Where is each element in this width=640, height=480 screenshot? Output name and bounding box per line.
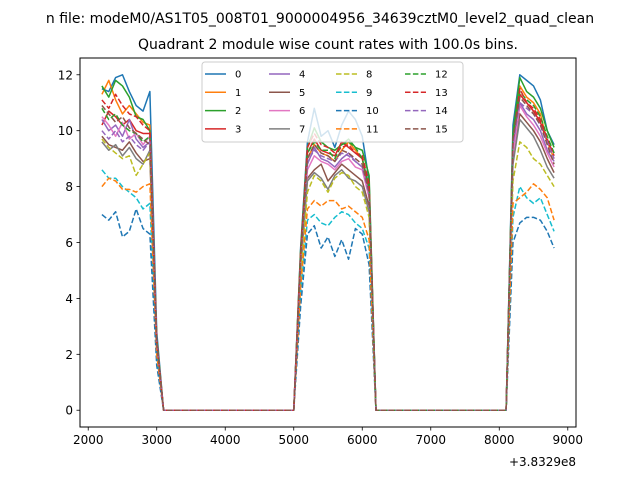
x-axis-offset-label: +3.8329e8 — [509, 455, 576, 469]
legend-label-6: 6 — [299, 106, 305, 117]
series-13-group — [101, 88, 555, 411]
legend-label-2: 2 — [235, 106, 241, 117]
legend-label-15: 15 — [435, 124, 448, 135]
legend-label-4: 4 — [299, 70, 305, 81]
legend-label-3: 3 — [235, 124, 241, 135]
legend-label-7: 7 — [299, 124, 305, 135]
y-tick-label: 4 — [65, 292, 73, 306]
y-tick-label: 10 — [58, 124, 73, 138]
y-tick-label: 0 — [65, 404, 73, 418]
series-11-group — [101, 177, 555, 411]
series-7-group — [101, 118, 555, 411]
series-11-line — [101, 177, 555, 411]
legend-label-12: 12 — [435, 70, 448, 81]
series-8-line — [101, 138, 555, 411]
legend-label-9: 9 — [366, 88, 372, 99]
y-tick-label: 8 — [65, 180, 73, 194]
series-15-line — [101, 96, 555, 411]
x-tick-label: 5000 — [278, 433, 309, 447]
y-tick-label: 6 — [65, 236, 73, 250]
series-15-group — [101, 96, 555, 411]
x-axis: 2000 3000 4000 5000 6000 7000 8000 9000 — [73, 427, 583, 447]
x-tick-label: 7000 — [415, 433, 446, 447]
plot-area — [79, 57, 577, 428]
legend-label-11: 11 — [366, 124, 379, 135]
legend-label-5: 5 — [299, 88, 305, 99]
series-5-line — [101, 113, 555, 411]
series-layer — [101, 74, 555, 411]
series-13-line — [101, 88, 555, 411]
legend-label-10: 10 — [366, 106, 379, 117]
series-14-line — [101, 101, 555, 411]
y-tick-label: 12 — [58, 68, 73, 82]
legend-label-0: 0 — [235, 70, 241, 81]
legend-label-8: 8 — [366, 70, 372, 81]
legend-frame — [201, 61, 464, 143]
chart-title: Quadrant 2 module wise count rates with … — [138, 37, 518, 53]
legend-label-13: 13 — [435, 88, 448, 99]
y-tick-label: 2 — [65, 348, 73, 362]
figure-suptitle: n file: modeM0/AS1T05_008T01_9000004956_… — [46, 11, 594, 27]
x-tick-label: 8000 — [484, 433, 515, 447]
series-5-group — [101, 113, 555, 411]
series-10-group — [101, 208, 555, 411]
x-tick-label: 3000 — [141, 433, 172, 447]
x-tick-label: 2000 — [73, 433, 104, 447]
legend-label-1: 1 — [235, 88, 241, 99]
series-7-line — [101, 118, 555, 411]
series-10-line — [101, 208, 555, 411]
x-tick-label: 9000 — [553, 433, 584, 447]
series-8-group — [101, 138, 555, 411]
y-axis: 0 2 4 6 8 10 12 — [58, 68, 80, 418]
legend-label-14: 14 — [435, 106, 448, 117]
x-tick-label: 6000 — [347, 433, 378, 447]
series-14-group — [101, 101, 555, 411]
x-tick-label: 4000 — [210, 433, 241, 447]
